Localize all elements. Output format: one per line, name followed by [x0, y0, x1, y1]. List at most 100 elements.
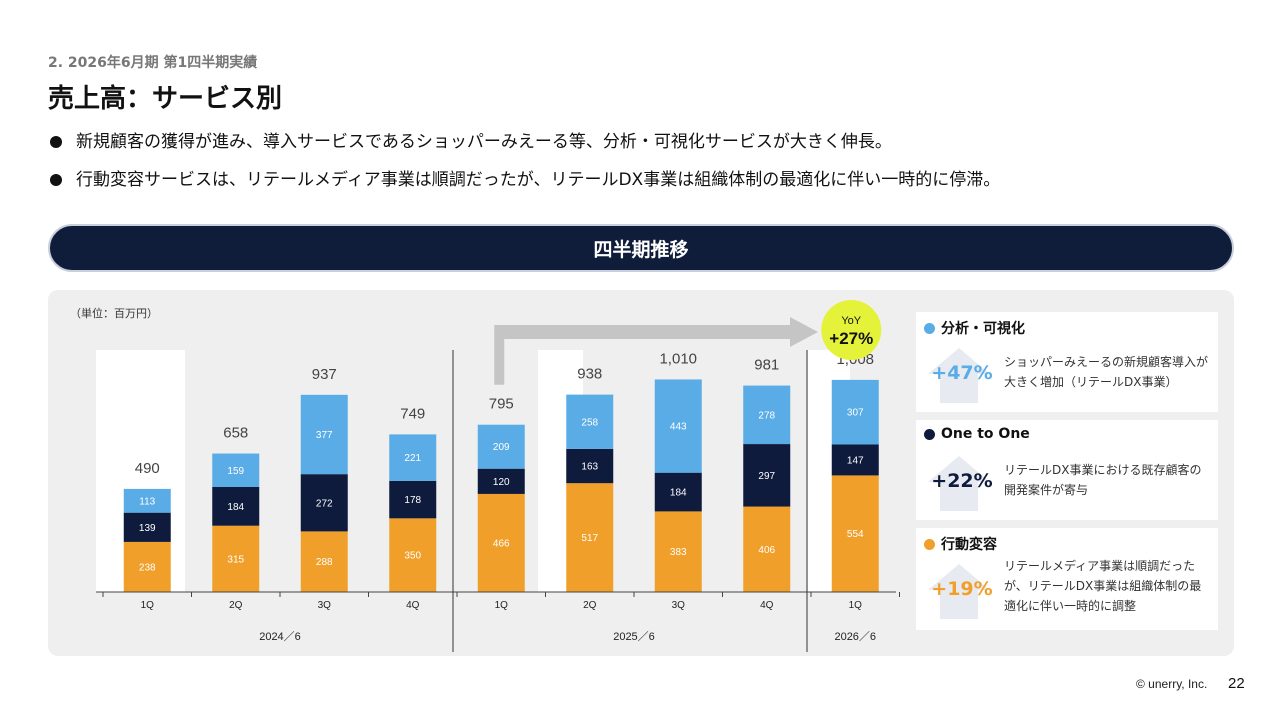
chart-panel: （単位：百万円） 238 139 113 490 315 184 159 658 288 272 37… [48, 290, 1234, 656]
bar-segment-bunseki [212, 453, 260, 487]
bullet-dot-icon [50, 174, 62, 186]
total-label: 795 [489, 396, 514, 413]
data-label: 350 [404, 551, 421, 562]
bar-segment-one [300, 474, 348, 532]
legend-card-description: リテールメディア事業は順調だったが、リテールDX事業は組織体制の最適化に伴い一時… [1004, 559, 1202, 613]
unit-label: （単位：百万円） [70, 306, 158, 320]
x-tick-label: 2Q [229, 600, 243, 611]
section-label: 2. 2026年6月期 第1四半期実績 [48, 55, 258, 71]
total-label: 490 [135, 460, 160, 477]
bar-segment-one [566, 448, 614, 484]
bar-segment-koudou [566, 483, 614, 592]
legend-card-description: リテールDX事業における既存顧客の開発案件が寄与 [1004, 463, 1202, 497]
bar-segment-koudou [477, 493, 525, 592]
data-label: 113 [139, 496, 155, 507]
data-label: 272 [316, 498, 333, 509]
yoy-arrow [494, 317, 818, 385]
data-label: 184 [670, 488, 687, 499]
data-label: 159 [227, 466, 244, 477]
bar-segment-bunseki [831, 379, 879, 445]
data-label: 163 [581, 462, 598, 473]
group-label: 2024／6 [259, 630, 301, 643]
bar-segment-one [123, 512, 171, 542]
bullet-item: 行動変容サービスは、リテールメディア事業は順調だったが、リテールDX事業は組織体… [50, 168, 1240, 192]
data-label: 307 [847, 408, 864, 419]
bar-segment-one [831, 444, 879, 476]
up-arrow-icon [928, 348, 990, 403]
legend-dot-icon [924, 322, 935, 334]
data-label: 297 [758, 471, 775, 482]
data-label: 406 [758, 545, 775, 556]
data-label: 258 [581, 417, 598, 428]
page-number: 22 [1228, 675, 1245, 692]
data-label: 288 [316, 557, 333, 568]
data-label: 209 [493, 442, 510, 453]
page-title: 売上高：サービス別 [48, 84, 283, 114]
bullet-text: 新規顧客の獲得が進み、導入サービスであるショッパーみえーる等、分析・可視化サービ… [76, 132, 892, 152]
data-label: 466 [493, 538, 510, 549]
legend-card-title: 分析・可視化 [924, 318, 1025, 338]
legend-card-koudou: 行動変容 +19% リテールメディア事業は順調だったが、リテールDX事業は組織体… [916, 528, 1218, 630]
up-arrow-icon [928, 456, 990, 511]
total-label: 981 [754, 357, 779, 374]
bar-segment-koudou [831, 475, 879, 592]
x-tick-label: 3Q [672, 600, 686, 611]
legend-card-description: ショッパーみえーるの新規顧客導入が大きく増加（リテールDX事業） [1004, 355, 1209, 389]
x-tick-label: 3Q [318, 600, 332, 611]
bar-segment-koudou [743, 506, 791, 592]
data-label: 554 [847, 529, 864, 540]
data-label: 517 [581, 533, 598, 544]
x-tick-label: 1Q [141, 600, 155, 611]
bar-segment-bunseki [743, 385, 791, 445]
legend-card-title: 行動変容 [924, 534, 997, 554]
data-label: 178 [404, 495, 421, 506]
legend-card-bunseki: 分析・可視化 +47% ショッパーみえーるの新規顧客導入が大きく増加（リテールD… [916, 312, 1218, 412]
x-tick-label: 2Q [583, 600, 597, 611]
copyright: © unerry, Inc. [1136, 677, 1208, 691]
section-banner: 四半期推移 [48, 224, 1234, 272]
legend-dot-icon [924, 428, 935, 440]
data-label: 147 [847, 455, 864, 466]
growth-rate: +22% [931, 470, 993, 492]
data-label: 238 [139, 562, 156, 573]
growth-rate: +47% [931, 362, 993, 384]
x-tick-label: 4Q [760, 600, 774, 611]
bar-segment-koudou [389, 518, 437, 592]
bar-segment-bunseki [654, 379, 702, 473]
data-label: 184 [227, 502, 244, 513]
data-label: 377 [316, 430, 333, 441]
bar-segment-one [654, 472, 702, 512]
data-label: 221 [404, 453, 421, 464]
bullet-item: 新規顧客の獲得が進み、導入サービスであるショッパーみえーる等、分析・可視化サービ… [50, 130, 1240, 154]
up-arrow-icon [928, 564, 990, 619]
bar-segment-koudou [212, 525, 260, 592]
yoy-badge [821, 300, 882, 360]
group-label: 2025／6 [613, 630, 655, 643]
bar-segment-one [477, 468, 525, 494]
legend-card-title: One to One [924, 426, 1030, 442]
data-label: 278 [758, 410, 775, 421]
yoy-label: YoY [841, 315, 861, 327]
x-tick-label: 1Q [495, 600, 509, 611]
bar-segment-bunseki [389, 434, 437, 481]
bar-segment-koudou [300, 531, 348, 592]
bar-segment-koudou [654, 511, 702, 592]
bar-segment-bunseki [477, 424, 525, 469]
growth-rate: +19% [931, 578, 993, 600]
bar-segment-bunseki [123, 488, 171, 513]
data-label: 139 [139, 523, 156, 534]
bar-segment-bunseki [566, 394, 614, 449]
bar-segment-one [212, 486, 260, 526]
legend-dot-icon [924, 538, 935, 550]
total-label: 938 [577, 366, 602, 383]
total-label: 1,010 [659, 350, 697, 367]
data-label: 383 [670, 547, 687, 558]
group-label: 2026／6 [834, 630, 876, 643]
bar-segment-koudou [123, 541, 171, 592]
data-label: 443 [670, 422, 687, 433]
x-tick-label: 4Q [406, 600, 420, 611]
bullet-dot-icon [50, 136, 62, 148]
bar-segment-bunseki [300, 394, 348, 475]
data-label: 120 [493, 477, 510, 488]
x-tick-label: 1Q [849, 600, 863, 611]
